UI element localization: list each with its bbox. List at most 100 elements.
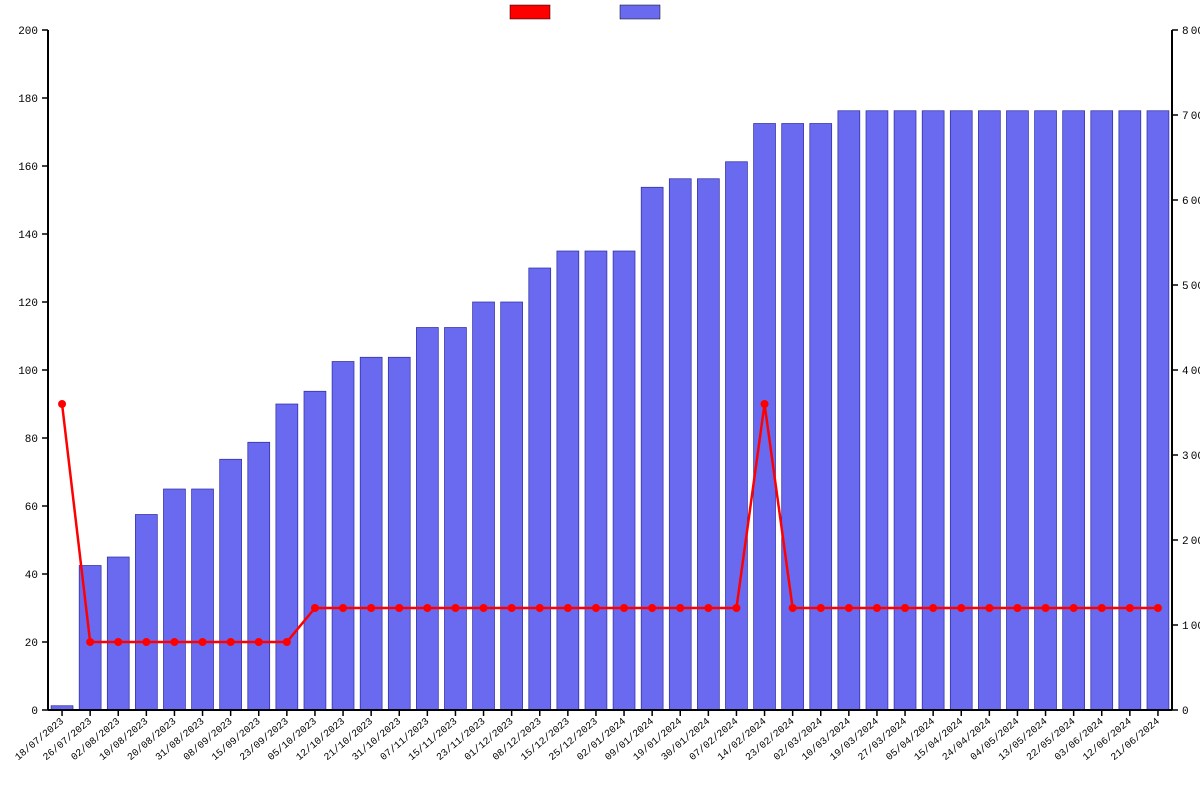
dual-axis-chart: 02040608010012014016018020001 0002 0003 … [0,0,1200,800]
line-marker [705,605,712,612]
bar [192,489,214,710]
right-axis-tick-label: 5 000 [1182,281,1200,293]
bar [613,251,635,710]
right-axis-tick-label: 4 000 [1182,366,1200,378]
bar [135,515,157,711]
left-axis-tick-label: 80 [25,434,38,446]
line-marker [368,605,375,612]
left-axis-tick-label: 180 [18,94,38,106]
bar [220,459,242,710]
bar [641,187,663,710]
line-marker [621,605,628,612]
line-marker [508,605,515,612]
bar [978,111,1000,710]
bar [444,328,466,711]
line-marker [733,605,740,612]
right-axis-tick-label: 7 000 [1182,111,1200,123]
bar [1147,111,1169,710]
line-marker [789,605,796,612]
left-axis-tick-label: 140 [18,230,38,242]
line-marker [1042,605,1049,612]
right-axis-tick-label: 3 000 [1182,451,1200,463]
line-marker [649,605,656,612]
bar [697,179,719,710]
line-marker [452,605,459,612]
bar [922,111,944,710]
line-marker [143,639,150,646]
line-marker [986,605,993,612]
left-axis-tick-label: 160 [18,162,38,174]
line-marker [536,605,543,612]
line-marker [227,639,234,646]
legend-swatch [620,5,660,19]
bar [725,162,747,710]
legend-swatch [510,5,550,19]
right-axis-tick-label: 8 000 [1182,26,1200,38]
line-marker [817,605,824,612]
bar [163,489,185,710]
bar [473,302,495,710]
bar [557,251,579,710]
line-marker [845,605,852,612]
line-marker [958,605,965,612]
line-marker [1126,605,1133,612]
left-axis-tick-label: 0 [31,706,38,718]
left-axis-tick-label: 60 [25,502,38,514]
left-axis-tick-label: 40 [25,570,38,582]
line-marker [1070,605,1077,612]
bar [782,124,804,711]
line-marker [902,605,909,612]
line-marker [255,639,262,646]
line-marker [199,639,206,646]
bar [585,251,607,710]
bar [1035,111,1057,710]
right-axis-tick-label: 2 000 [1182,536,1200,548]
line-marker [592,605,599,612]
bar [1063,111,1085,710]
bar [360,357,382,710]
line-marker [1154,605,1161,612]
bar [1091,111,1113,710]
line-marker [930,605,937,612]
bar [754,124,776,711]
bar [304,391,326,710]
line-marker [424,605,431,612]
line-marker [283,639,290,646]
line-marker [59,401,66,408]
line-marker [761,401,768,408]
bar [950,111,972,710]
bar [388,357,410,710]
bar [866,111,888,710]
line-marker [677,605,684,612]
bar [276,404,298,710]
line-marker [340,605,347,612]
left-axis-tick-label: 200 [18,26,38,38]
line-marker [115,639,122,646]
chart-svg: 02040608010012014016018020001 0002 0003 … [0,0,1200,800]
line-marker [396,605,403,612]
bar [810,124,832,711]
line-marker [480,605,487,612]
bar [529,268,551,710]
left-axis-tick-label: 120 [18,298,38,310]
bar [332,362,354,711]
left-axis-tick-label: 100 [18,366,38,378]
bar [416,328,438,711]
bar [107,557,129,710]
bar [894,111,916,710]
bar [1119,111,1141,710]
right-axis-tick-label: 6 000 [1182,196,1200,208]
right-axis-tick-label: 0 [1182,706,1189,718]
bar [501,302,523,710]
line-marker [873,605,880,612]
line-marker [171,639,178,646]
left-axis-tick-label: 20 [25,638,38,650]
line-marker [311,605,318,612]
bar [248,442,270,710]
bar [1006,111,1028,710]
line-marker [1098,605,1105,612]
bar [669,179,691,710]
bar [838,111,860,710]
line-marker [564,605,571,612]
line-marker [87,639,94,646]
